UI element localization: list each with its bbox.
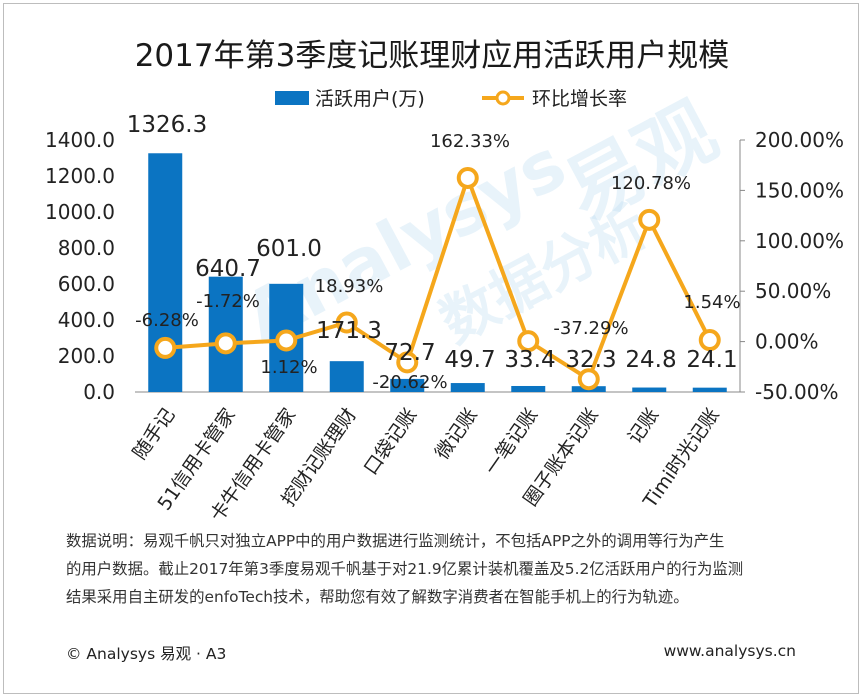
y-left-tick-label: 0.0 xyxy=(83,380,115,404)
growth-value-label: 18.93% xyxy=(315,276,384,297)
bar-value-label: 32.3 xyxy=(565,347,616,373)
bar-value-label: 49.7 xyxy=(444,347,495,373)
y-right-tick-label: -50.00% xyxy=(755,380,838,404)
growth-marker xyxy=(275,329,298,352)
y-right-tick-label: 150.00% xyxy=(755,178,844,202)
frame-border xyxy=(3,3,859,694)
y-right-tick-label: 0.00% xyxy=(755,330,819,354)
y-left-tick-label: 400.0 xyxy=(58,308,115,332)
bar xyxy=(390,378,425,392)
data-note: 数据说明：易观千帆只对独立APP中的用户数据进行监测统计，不包括APP之外的调用… xyxy=(66,527,806,611)
y-left-tick-label: 800.0 xyxy=(58,236,115,260)
legend-bar-swatch xyxy=(275,90,309,105)
growth-marker xyxy=(154,336,177,359)
x-tick-label: 微记账 xyxy=(431,404,482,463)
legend-line-swatch xyxy=(482,90,524,105)
bar-value-label: 24.1 xyxy=(686,347,737,373)
growth-marker xyxy=(396,351,419,374)
note-line: 的用户数据。截止2017年第3季度易观千帆基于对21.9亿累计装机覆盖及5.2亿… xyxy=(66,560,744,578)
bar xyxy=(511,385,546,392)
growth-marker xyxy=(698,329,721,352)
bar xyxy=(450,383,485,392)
y-left-tick-label: 1000.0 xyxy=(45,200,115,224)
y-right-tick-label: 50.00% xyxy=(755,279,831,303)
bar xyxy=(632,387,667,392)
y-left-tick-label: 200.0 xyxy=(58,344,115,368)
bar-value-label: 24.8 xyxy=(625,347,676,373)
bar-value-label: 1326.3 xyxy=(127,112,207,138)
growth-value-label: -37.29% xyxy=(553,318,628,339)
growth-value-label: -20.62% xyxy=(372,372,447,393)
growth-value-label: 162.33% xyxy=(430,131,510,152)
growth-marker xyxy=(577,368,600,391)
x-tick-label: 随手记 xyxy=(129,404,180,463)
x-tick-label: 口袋记账 xyxy=(360,404,422,479)
chart-legend: 活跃用户(万) 环比增长率 xyxy=(0,84,864,114)
bar xyxy=(329,361,364,392)
y-left-tick-label: 1200.0 xyxy=(45,164,115,188)
y-left-tick-label: 600.0 xyxy=(58,272,115,296)
growth-value-label: 120.78% xyxy=(611,173,691,194)
x-tick-label: 一笔记账 xyxy=(481,404,543,479)
growth-value-label: 1.12% xyxy=(260,357,317,378)
note-line: 结果采用自主研发的enfoTech技术，帮助您有效了解数字消费者在智能手机上的行… xyxy=(66,588,689,606)
legend-bar-label: 活跃用户(万) xyxy=(315,88,425,110)
growth-marker xyxy=(456,166,479,189)
growth-marker xyxy=(335,311,358,334)
growth-value-label: 1.54% xyxy=(683,292,740,313)
legend-item-bar: 活跃用户(万) xyxy=(275,84,425,111)
growth-value-label: -6.28% xyxy=(135,310,199,331)
legend-line-label: 环比增长率 xyxy=(532,88,628,110)
note-line: 数据说明：易观千帆只对独立APP中的用户数据进行监测统计，不包括APP之外的调用… xyxy=(66,532,725,550)
footer-website[interactable]: www.analysys.cn xyxy=(663,642,796,660)
chart-title: 2017年第3季度记账理财应用活跃用户规模 xyxy=(134,38,730,74)
growth-marker xyxy=(214,332,237,355)
bar-value-label: 33.4 xyxy=(504,347,555,373)
x-tick-label: 记账 xyxy=(624,404,664,448)
growth-line xyxy=(165,175,712,382)
growth-marker xyxy=(638,208,661,231)
y-right-tick-label: 200.00% xyxy=(755,128,844,152)
growth-marker xyxy=(517,330,540,353)
bar-value-label: 171.3 xyxy=(316,318,382,344)
growth-value-label: -1.72% xyxy=(196,291,260,312)
bar-value-label: 72.7 xyxy=(384,340,435,366)
y-left-tick-label: 1400.0 xyxy=(45,128,115,152)
y-right-tick-label: 100.00% xyxy=(755,229,844,253)
bar-value-label: 640.7 xyxy=(195,256,261,282)
bar-value-label: 601.0 xyxy=(256,236,322,262)
legend-item-line: 环比增长率 xyxy=(480,84,627,111)
footer-copyright: © Analysys 易观 · A3 xyxy=(66,645,227,663)
bar xyxy=(692,387,727,392)
